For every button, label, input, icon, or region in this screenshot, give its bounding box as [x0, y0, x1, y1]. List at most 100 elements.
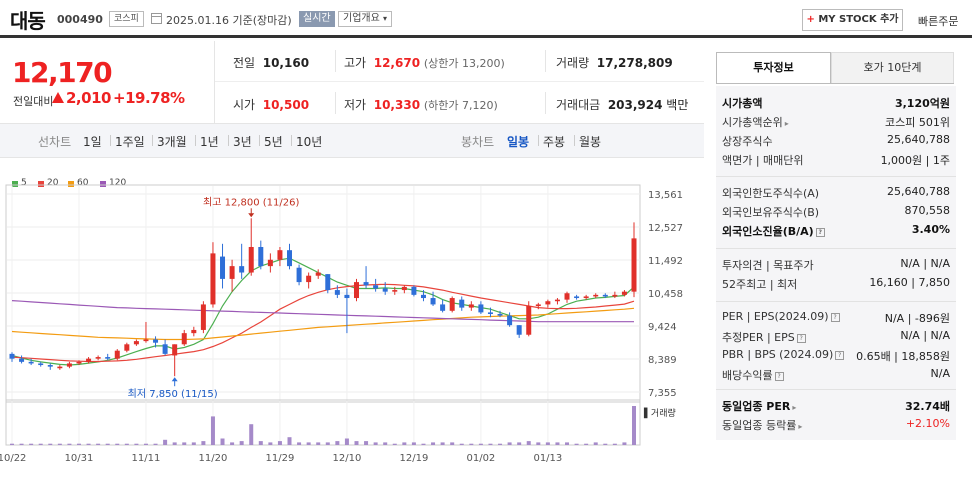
tab-candle-1[interactable]: 주봉 [543, 135, 566, 149]
candle-body [9, 353, 15, 359]
tab-candle-2[interactable]: 월봉 [579, 135, 602, 149]
legend-ma-20: 20 [47, 178, 59, 188]
tab-period-4[interactable]: 3년 [233, 135, 252, 149]
invest-value: 0.65배 | 18,858원 [856, 350, 950, 363]
help-icon[interactable]: ? [796, 333, 806, 343]
price-box [0, 41, 215, 123]
candle-body [57, 366, 63, 369]
x-tick-label: 01/13 [533, 453, 562, 464]
volume-bar [488, 443, 493, 445]
invest-value: 1,000원 | 1주 [880, 154, 950, 167]
low-label: 저가 [344, 98, 367, 112]
calendar-icon [151, 13, 162, 24]
quick-order-link[interactable]: 빠른주문 [918, 15, 959, 28]
max-arrow-head [248, 213, 255, 218]
tab-candle-0[interactable]: 일봉 [507, 135, 530, 149]
invest-value: N/A | -896원 [884, 312, 950, 325]
candle-body [28, 361, 34, 364]
tab-period-2[interactable]: 3개월 [157, 135, 187, 149]
volume-bar [57, 443, 62, 445]
volume-bar [325, 442, 330, 445]
quote-high: 고가 12,670 (상한가 13,200) [344, 54, 505, 71]
tab-invest-info[interactable]: 투자정보 [716, 52, 831, 84]
quote-sep [545, 92, 546, 114]
candle-body [19, 358, 25, 362]
volume-bar [105, 443, 110, 445]
help-icon[interactable]: ? [774, 371, 784, 381]
x-tick-label: 10/22 [0, 453, 26, 464]
chart-tab-bar [0, 123, 704, 158]
help-icon[interactable]: ? [830, 312, 840, 322]
high-value: 12,670 [373, 56, 421, 70]
change-percent: +19.78% [113, 89, 185, 107]
ma-20-line [11, 283, 635, 363]
candle-body [373, 285, 379, 289]
candle-body [440, 304, 446, 311]
tab-period-3[interactable]: 1년 [200, 135, 219, 149]
y-tick-label: 10,458 [648, 289, 683, 300]
tab-underline [716, 83, 954, 84]
candle-body [124, 344, 130, 351]
invest-label: 시가총액 [722, 97, 763, 110]
change-value: 2,010 [66, 89, 111, 107]
invest-label: PER | EPS(2024.09)? [722, 310, 840, 323]
candle-body [612, 294, 618, 297]
ma-5-line [11, 257, 635, 366]
quote-low: 저가 10,330 (하한가 7,120) [344, 96, 498, 113]
tab-orderbook[interactable]: 호가 10단계 [831, 52, 954, 84]
invest-label: 액면가 | 매매단위 [722, 154, 804, 167]
candle-body [66, 363, 72, 367]
mystock-add-button[interactable]: + MY STOCK 추가 [802, 9, 903, 31]
volume-bar [67, 443, 72, 445]
invest-value: +2.10% [905, 417, 950, 430]
volume-bar [268, 442, 273, 445]
volume-bar [536, 442, 541, 445]
volume-bar [19, 443, 24, 445]
invest-label: 외국인소진율(B/A)? [722, 223, 825, 239]
candle-body [574, 296, 580, 299]
tab-period-5[interactable]: 5년 [264, 135, 283, 149]
candle-body [363, 282, 369, 286]
candle-body [411, 286, 417, 295]
invest-label: 외국인보유주식수(B) [722, 206, 820, 219]
invest-value: 16,160 | 7,850 [869, 276, 950, 289]
candle-body [172, 344, 178, 356]
caret-right-icon: ▸ [792, 403, 797, 412]
amount-value: 203,924 [607, 98, 663, 112]
candle-body [449, 298, 455, 311]
invest-label: 추정PER | EPS? [722, 329, 806, 345]
quote-volume: 거래량 17,278,809 [556, 54, 673, 71]
lower-limit: (하한가 7,120) [423, 99, 498, 112]
candle-body [133, 341, 139, 345]
invest-row: 배당수익률? N/A [722, 367, 950, 383]
y-tick-label: 8,389 [648, 355, 677, 366]
amount-unit: 백만 [666, 98, 689, 112]
candle-body [497, 313, 503, 316]
volume-bar [163, 439, 168, 445]
invest-row: 액면가 | 매매단위 1,000원 | 1주 [722, 152, 950, 168]
tab-period-1[interactable]: 1주일 [115, 135, 145, 149]
help-icon[interactable]: ? [835, 350, 845, 360]
realtime-button[interactable]: 실시간 [299, 11, 335, 27]
amount-label: 거래대금 [556, 98, 601, 112]
candle-body [468, 304, 474, 308]
invest-row: 외국인한도주식수(A) 25,640,788 [722, 185, 950, 201]
invest-label[interactable]: 동일업종 PER ▸ [722, 400, 797, 413]
tab-sep [110, 135, 111, 146]
group-divider [716, 301, 956, 302]
volume-frame [5, 399, 641, 446]
invest-label[interactable]: 시가총액순위 ▸ [722, 116, 789, 129]
tab-period-6[interactable]: 10년 [296, 135, 323, 149]
help-icon[interactable]: ? [815, 227, 825, 237]
quote-divider [215, 81, 704, 82]
invest-label[interactable]: 동일업종 등락률 ▸ [722, 419, 803, 432]
price-chart[interactable]: 13,561 12,527 11,492 10,458 9,424 8,389 7,355 1… [0, 180, 704, 489]
volume-bar [76, 443, 81, 445]
volume-bar [258, 441, 263, 445]
volume-bar [545, 442, 550, 445]
corp-info-dropdown[interactable]: 기업개요 ▾ [338, 11, 393, 27]
stock-name: 대동 [10, 9, 46, 33]
volume-bar [383, 442, 388, 445]
tab-period-0[interactable]: 1일 [83, 135, 102, 149]
invest-label: 외국인한도주식수(A) [722, 187, 820, 200]
